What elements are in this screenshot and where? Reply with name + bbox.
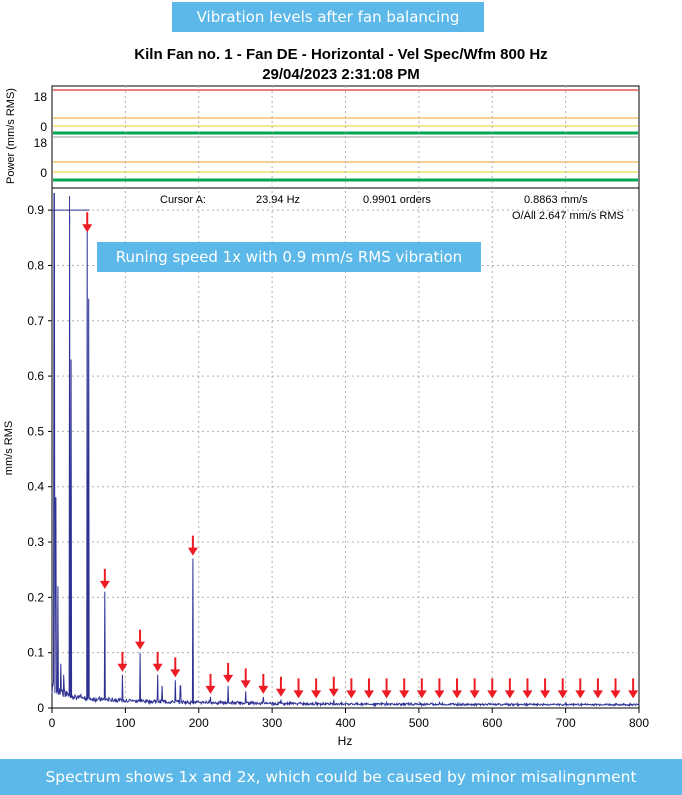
arrow-head-528: [434, 690, 445, 699]
spectrum-chart: 18 0 18 0 Power (mm/s RMS) 0 0.1 0.2 0.3 0.4…: [3, 85, 649, 748]
arrow-head-240: [223, 674, 234, 683]
y-tick-label-6: 0.6: [27, 369, 44, 383]
y-tick-label-2: 0.2: [27, 590, 44, 604]
arrow-head-600: [487, 690, 498, 699]
arrow-head-216: [205, 685, 216, 694]
arrow-head-120: [135, 641, 146, 650]
arrow-head-48: [82, 224, 93, 233]
arrow-markers: [82, 212, 639, 699]
arrow-head-648: [522, 690, 533, 699]
y-tick-label-1: 0.1: [27, 646, 44, 660]
arrow-head-408: [346, 690, 357, 699]
arrow-head-72: [99, 580, 110, 589]
arrow-head-792: [628, 690, 639, 699]
arrow-head-192: [187, 547, 198, 556]
x-tick-label-300: 300: [262, 716, 282, 730]
arrow-head-312: [275, 688, 286, 697]
cursor-orders: 0.9901 orders: [363, 194, 431, 206]
x-tick-label-800: 800: [629, 716, 649, 730]
arrow-head-480: [399, 690, 410, 699]
arrow-head-576: [469, 690, 480, 699]
cursor-marker: [52, 196, 90, 225]
power-upper-tick-18: 18: [34, 90, 48, 104]
arrow-head-168: [170, 669, 181, 678]
y-tick-label-4: 0.4: [27, 480, 44, 494]
arrow-head-456: [381, 690, 392, 699]
power-lower-tick-0: 0: [40, 166, 47, 180]
overall-level: O/All 2.647 mm/s RMS: [512, 210, 624, 222]
arrow-head-288: [258, 685, 269, 694]
arrow-head-552: [452, 690, 463, 699]
arrow-head-384: [328, 688, 339, 697]
arrow-head-720: [575, 690, 586, 699]
power-upper-tick-0: 0: [40, 120, 47, 134]
y-tick-label-0: 0: [37, 701, 44, 715]
power-lower-tick-18: 18: [34, 136, 48, 150]
grid-lines: [52, 86, 639, 708]
cursor-amplitude: 0.8863 mm/s: [524, 194, 588, 206]
arrow-head-144: [152, 663, 163, 672]
power-y-axis-label: Power (mm/s RMS): [5, 88, 17, 184]
chart-date: 29/04/2023 2:31:08 PM: [262, 66, 420, 83]
arrow-head-96: [117, 663, 128, 672]
bottom-banner: Spectrum shows 1x and 2x, which could be…: [0, 759, 682, 795]
arrow-head-696: [557, 690, 568, 699]
spectrum-trace: [51, 193, 640, 708]
chart-title: Kiln Fan no. 1 - Fan DE - Horizontal - V…: [134, 46, 548, 63]
arrow-head-672: [540, 690, 551, 699]
y-tick-label-9: 0.9: [27, 203, 44, 217]
arrow-head-264: [240, 680, 251, 689]
y-tick-label-8: 0.8: [27, 258, 44, 272]
arrow-head-336: [293, 690, 304, 699]
cursor-label: Cursor A:: [160, 194, 206, 206]
y-tick-label-3: 0.3: [27, 535, 44, 549]
x-tick-label-400: 400: [335, 716, 355, 730]
x-tick-label-700: 700: [556, 716, 576, 730]
arrow-head-624: [504, 690, 515, 699]
y-axis-ticks: 0 0.1 0.2 0.3 0.4 0.5 0.6 0.7 0.8 0.9: [27, 203, 52, 715]
y-tick-label-5: 0.5: [27, 424, 44, 438]
x-tick-label-500: 500: [409, 716, 429, 730]
arrow-head-360: [311, 690, 322, 699]
spectrum-line: [51, 193, 640, 708]
cursor-frequency: 23.94 Hz: [256, 194, 300, 206]
arrow-head-744: [592, 690, 603, 699]
y-tick-label-7: 0.7: [27, 314, 44, 328]
arrow-head-504: [416, 690, 427, 699]
arrow-head-432: [363, 690, 374, 699]
arrow-head-768: [610, 690, 621, 699]
y-axis-label: mm/s RMS: [3, 421, 15, 475]
x-axis-label: Hz: [338, 734, 353, 748]
x-tick-label-0: 0: [49, 716, 56, 730]
runing-speed-callout: Runing speed 1x with 0.9 mm/s RMS vibrat…: [97, 242, 481, 272]
top-banner: Vibration levels after fan balancing: [172, 2, 484, 32]
x-tick-label-100: 100: [115, 716, 135, 730]
x-axis-ticks: 0 100 200 300 400 500 600 700 800: [49, 708, 649, 730]
x-tick-label-600: 600: [482, 716, 502, 730]
x-tick-label-200: 200: [189, 716, 209, 730]
